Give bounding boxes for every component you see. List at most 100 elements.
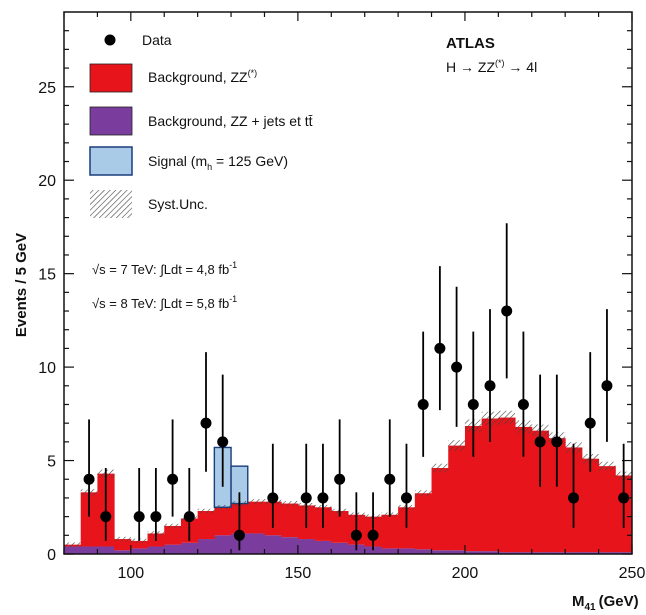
legend-swatch-syst <box>90 190 132 218</box>
data-point-7 <box>217 436 229 448</box>
syst-band-6 <box>164 523 181 529</box>
legend-swatch-signal <box>89 146 133 176</box>
legend-label-data: Data <box>142 32 172 48</box>
x-tick-label: 100 <box>117 565 144 582</box>
bar-zzjets-28 <box>531 552 549 554</box>
data-point-29 <box>618 492 630 504</box>
data-point-13 <box>350 529 362 541</box>
bar-zzjets-4 <box>130 548 149 554</box>
x-tick-label: 150 <box>285 565 312 582</box>
legend-item-signal: Signal (mh = 125 GeV) <box>89 146 288 176</box>
bar-zzjets-33 <box>615 552 632 554</box>
y-tick-label: 0 <box>47 547 56 564</box>
legend-label-signal: Signal (mh = 125 GeV) <box>148 153 288 172</box>
data-point-8 <box>233 529 245 541</box>
bar-zz-23 <box>448 445 466 551</box>
data-point-6 <box>200 417 212 429</box>
y-axis: 0 5 10 15 20 25 <box>38 30 632 564</box>
y-tick-label: 25 <box>38 80 56 97</box>
bar-zzjets-6 <box>164 544 182 554</box>
syst-band-23 <box>448 440 465 452</box>
data-point-1 <box>100 511 112 523</box>
bar-zz-26 <box>498 417 516 553</box>
data-point-24 <box>534 436 546 448</box>
bar-zzjets-12 <box>264 535 282 554</box>
syst-band-8 <box>197 508 215 514</box>
bar-zzjets-19 <box>381 548 399 554</box>
bar-zzjets-22 <box>431 550 449 554</box>
bar-zzjets-16 <box>331 542 349 554</box>
data-point-28 <box>601 380 613 392</box>
bar-zz-3 <box>114 539 132 551</box>
bar-zz-1 <box>80 492 98 547</box>
data-point-3 <box>150 511 162 523</box>
data-point-27 <box>584 417 596 429</box>
data-point-10 <box>300 492 312 504</box>
bar-zzjets-30 <box>565 552 583 554</box>
bar-zzjets-2 <box>97 546 115 554</box>
legend: Data Background, ZZ(*) Background, ZZ + … <box>89 32 313 218</box>
data-point-12 <box>334 473 346 485</box>
bar-zz-27 <box>515 426 533 553</box>
data-point-26 <box>568 492 580 504</box>
x-axis-label: M41 (GeV) <box>572 593 639 613</box>
data-point-9 <box>267 492 279 504</box>
bar-zz-9 <box>214 507 232 536</box>
bar-zz-22 <box>431 468 449 551</box>
bar-zzjets-15 <box>314 540 332 554</box>
syst-band-11 <box>247 499 265 505</box>
bar-zzjets-0 <box>64 546 82 554</box>
data-point-22 <box>501 305 513 317</box>
plot-frame <box>63 11 633 555</box>
data-point-19 <box>451 361 463 373</box>
y-axis-label: Events / 5 GeV <box>13 233 30 337</box>
legend-marker-data <box>104 34 116 46</box>
bar-zzjets-29 <box>548 552 566 554</box>
bar-zz-29 <box>548 438 566 553</box>
bar-zzjets-13 <box>281 537 299 554</box>
bar-zzjets-31 <box>581 552 600 554</box>
bar-zzjets-32 <box>598 552 616 554</box>
bar-zz-32 <box>598 466 616 553</box>
bar-zz-13 <box>281 503 299 538</box>
process-label: H → ZZ(*) → 4l <box>446 58 537 75</box>
bar-zz-25 <box>481 418 499 552</box>
data-point-23 <box>517 398 529 410</box>
syst-band-3 <box>114 536 131 542</box>
bar-zz-24 <box>464 425 483 552</box>
data-point-17 <box>417 398 429 410</box>
bar-zzjets-14 <box>297 539 316 554</box>
bar-zzjets-7 <box>180 542 199 554</box>
data-point-21 <box>484 380 496 392</box>
bar-zzjets-5 <box>147 546 165 554</box>
data-point-14 <box>367 529 379 541</box>
y-tick-label: 5 <box>47 454 56 471</box>
legend-item-syst: Syst.Unc. <box>90 190 208 218</box>
legend-swatch-zzjets <box>89 106 133 136</box>
data-point-11 <box>317 492 329 504</box>
bar-zz-8 <box>197 511 215 540</box>
syst-band-22 <box>431 463 449 473</box>
legend-item-data: Data <box>104 32 172 48</box>
syst-band-21 <box>414 490 432 497</box>
bar-zzjets-1 <box>80 546 98 554</box>
data-point-0 <box>83 473 95 485</box>
bar-zzjets-24 <box>464 551 483 554</box>
x-tick-label: 200 <box>452 565 479 582</box>
data-point-2 <box>133 511 145 523</box>
y-tick-label: 15 <box>38 267 56 284</box>
bar-zzjets-25 <box>481 551 499 554</box>
x-tick-label: 250 <box>619 565 646 582</box>
data-point-16 <box>400 492 412 504</box>
bar-zz-19 <box>381 514 399 549</box>
legend-label-zz: Background, ZZ(*) <box>148 68 257 85</box>
data-points <box>83 223 630 551</box>
data-point-4 <box>167 473 179 485</box>
bar-zz-21 <box>414 493 433 550</box>
legend-label-zzjets: Background, ZZ + jets et tt̄ <box>148 113 313 129</box>
bar-zzjets-20 <box>398 548 416 554</box>
data-point-20 <box>467 398 479 410</box>
syst-band-26 <box>498 410 516 425</box>
syst-band-32 <box>598 461 616 471</box>
